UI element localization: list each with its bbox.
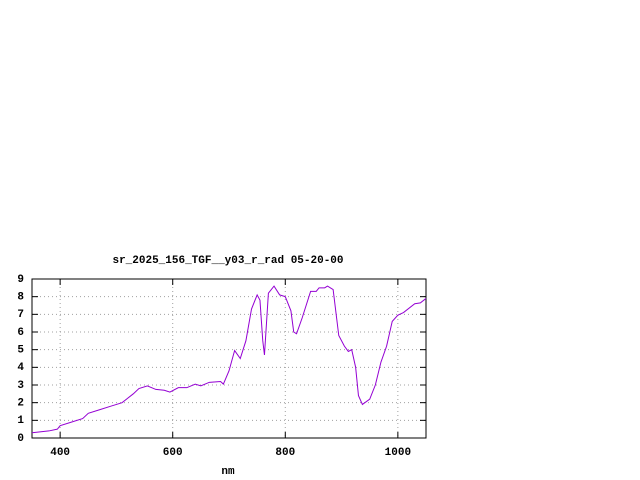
x-tick-label: 400	[50, 447, 70, 459]
x-axis-label: nm	[221, 466, 235, 478]
y-tick-label: 4	[17, 362, 24, 374]
y-tick-label: 7	[17, 309, 24, 321]
y-tick-label: 3	[17, 380, 24, 392]
x-tick-label: 1000	[385, 447, 411, 459]
y-tick-label: 8	[17, 292, 24, 304]
y-tick-label: 0	[17, 433, 24, 445]
y-tick-label: 9	[17, 274, 24, 286]
x-tick-label: 800	[275, 447, 295, 459]
data-line	[31, 285, 427, 434]
x-tick-label: 600	[163, 447, 183, 459]
y-tick-label: 5	[17, 345, 24, 357]
y-tick-label: 2	[17, 398, 24, 410]
y-tick-label: 6	[17, 327, 24, 339]
y-tick-label: 1	[17, 415, 24, 427]
chart-title: sr_2025_156_TGF__y03_r_rad 05-20-00	[112, 255, 343, 267]
plot-border	[31, 278, 427, 439]
